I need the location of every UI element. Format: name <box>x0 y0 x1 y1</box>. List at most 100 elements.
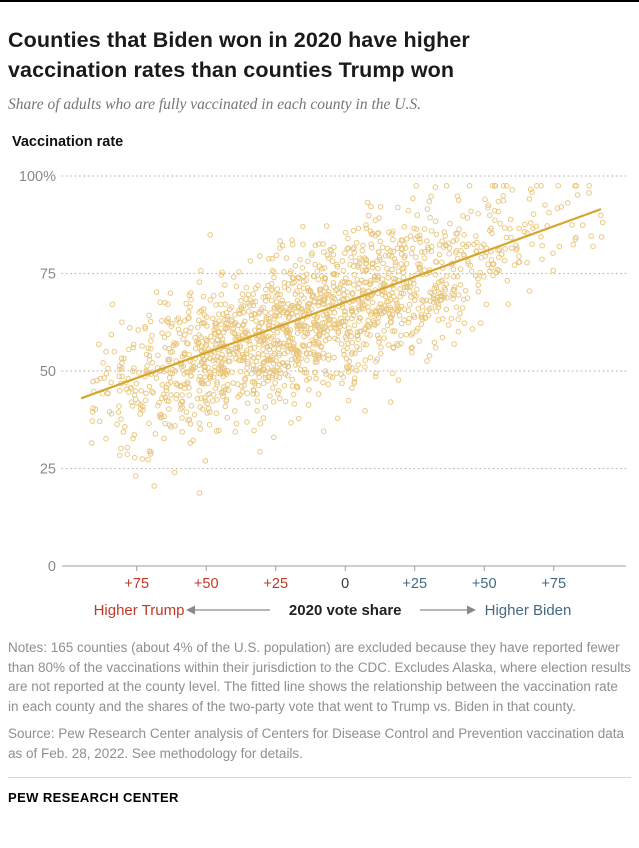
county-point <box>438 297 445 303</box>
county-point <box>137 406 144 412</box>
county-point <box>488 225 494 232</box>
county-point <box>550 250 556 257</box>
county-point <box>267 393 273 400</box>
county-point <box>340 374 347 381</box>
county-point <box>270 334 276 340</box>
county-point <box>227 351 233 358</box>
county-point <box>491 208 498 214</box>
county-point <box>406 302 413 308</box>
county-point <box>242 376 248 382</box>
county-point <box>157 299 163 306</box>
top-border-rule <box>0 0 639 2</box>
county-point <box>147 451 154 458</box>
county-point <box>570 242 577 248</box>
county-point <box>363 222 369 229</box>
county-point <box>409 350 415 356</box>
county-point <box>403 332 410 338</box>
county-point <box>356 298 362 305</box>
county-point <box>419 316 426 323</box>
county-point <box>475 282 482 289</box>
county-point <box>487 212 493 219</box>
county-point <box>176 319 183 326</box>
county-point <box>371 274 378 280</box>
county-point <box>165 357 171 363</box>
county-point <box>555 183 562 189</box>
county-point <box>277 396 283 402</box>
county-point <box>462 288 469 294</box>
county-point <box>386 229 392 236</box>
county-point <box>168 323 175 330</box>
county-point <box>132 388 139 395</box>
county-point <box>455 329 462 335</box>
county-point <box>118 416 124 423</box>
county-point <box>367 281 373 288</box>
county-point <box>237 369 244 375</box>
county-point <box>420 298 427 305</box>
y-tick-label: 0 <box>48 559 56 575</box>
county-point <box>407 288 413 295</box>
county-point <box>329 258 336 265</box>
county-point <box>205 380 211 387</box>
county-point <box>311 350 317 356</box>
county-point <box>461 232 468 238</box>
county-point <box>572 236 579 243</box>
county-point <box>299 265 306 272</box>
county-point <box>307 326 314 332</box>
county-point <box>195 340 201 347</box>
county-point <box>569 222 575 229</box>
page-content: Counties that Biden won in 2020 have hig… <box>0 26 639 763</box>
county-point <box>238 326 245 332</box>
county-point <box>321 329 327 336</box>
county-point <box>356 315 363 321</box>
county-point <box>367 228 374 235</box>
county-point <box>144 363 150 369</box>
county-point <box>206 422 213 428</box>
county-point <box>130 342 137 348</box>
county-point <box>116 403 122 410</box>
county-point <box>507 226 513 232</box>
county-point <box>346 280 353 286</box>
county-point <box>390 237 396 243</box>
county-point <box>426 199 433 205</box>
county-point <box>315 241 322 248</box>
county-point <box>248 316 255 322</box>
county-point <box>332 335 338 342</box>
county-point <box>274 305 281 311</box>
county-point <box>345 398 352 404</box>
county-point <box>382 293 389 300</box>
county-point <box>465 241 472 248</box>
county-point <box>359 248 366 254</box>
county-point <box>350 246 357 253</box>
county-point <box>252 286 259 292</box>
county-point <box>366 213 372 219</box>
county-point <box>198 308 205 314</box>
county-point <box>280 326 287 332</box>
county-point <box>367 355 374 361</box>
county-point <box>274 329 281 336</box>
county-point <box>185 309 192 316</box>
county-point <box>242 318 248 325</box>
county-point <box>268 281 275 287</box>
county-point <box>433 308 440 315</box>
county-point <box>314 314 320 320</box>
county-point <box>244 400 251 407</box>
county-point <box>256 338 262 345</box>
county-point <box>349 305 355 312</box>
county-point <box>183 409 190 416</box>
county-point <box>378 344 384 351</box>
county-point <box>167 290 174 297</box>
county-point <box>522 222 528 228</box>
county-point <box>174 382 180 389</box>
county-point <box>201 363 208 370</box>
county-point <box>254 408 260 414</box>
county-point <box>501 258 508 264</box>
county-point <box>496 247 503 253</box>
county-point <box>389 231 395 238</box>
county-point <box>443 183 450 189</box>
county-point <box>350 263 357 270</box>
county-point <box>334 415 341 422</box>
county-point <box>330 283 337 290</box>
county-point <box>171 469 178 476</box>
county-point <box>356 318 362 325</box>
county-point <box>283 330 289 336</box>
